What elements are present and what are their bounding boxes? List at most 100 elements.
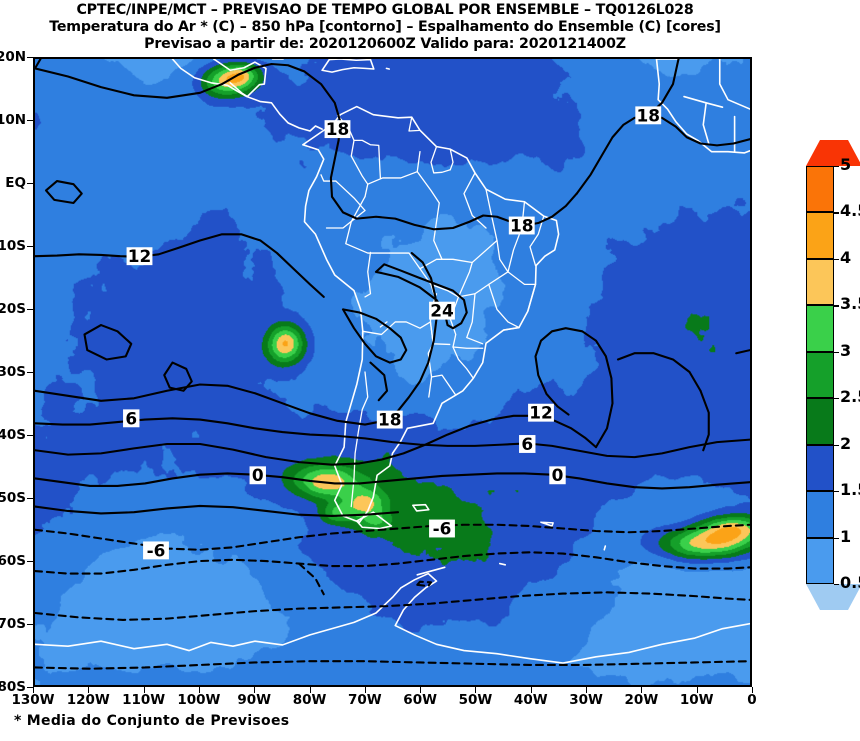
x-axis-label: 0 <box>747 692 757 708</box>
colorbar-band[interactable] <box>806 491 834 538</box>
x-tick-mark <box>33 687 34 693</box>
y-tick-mark <box>27 120 33 121</box>
colorbar-band[interactable] <box>806 444 834 492</box>
y-tick-mark <box>27 435 33 436</box>
y-axis-label: 70S <box>0 616 26 632</box>
contour-label: 0 <box>252 465 264 485</box>
colorbar-tick-label: 3 <box>840 340 852 360</box>
colorbar-band[interactable] <box>806 305 834 352</box>
x-tick-mark <box>364 687 366 693</box>
y-axis-label: 60S <box>0 553 26 569</box>
footer-note: * Media do Conjunto de Previsoes <box>14 713 290 729</box>
contour-label: 6 <box>521 434 533 454</box>
contour-label-background <box>508 216 535 235</box>
contour-label-background <box>635 106 662 125</box>
x-axis-label: 70W <box>348 692 382 708</box>
x-tick-mark <box>530 687 532 693</box>
x-tick-mark <box>309 687 311 693</box>
colorbar-over-range-arrow <box>806 140 860 166</box>
colorbar-tick-label: 2 <box>840 433 852 453</box>
x-axis-label: 40W <box>513 692 548 708</box>
x-axis-label: 80W <box>292 692 327 708</box>
coastlines-layer <box>35 59 750 664</box>
colorbar-band[interactable] <box>806 351 834 399</box>
colorbar-tick-mark <box>834 398 839 400</box>
x-axis-label: 90W <box>237 692 272 708</box>
title-line-3: Previsao a partir de: 2020120600Z Valido… <box>144 35 626 52</box>
contour-label-background <box>376 410 403 429</box>
y-tick-mark <box>27 372 33 373</box>
x-tick-mark <box>254 687 256 693</box>
map-plot-area[interactable]: 18 18 18 24 12 12 18 6 6 0 0 -6 -6 <box>33 57 752 687</box>
colorbar-tick-label: 4.5 <box>840 201 860 221</box>
contour-label: 6 <box>125 408 137 428</box>
colorbar-tick-label: 2.5 <box>840 387 860 407</box>
contour-label-background <box>519 435 536 453</box>
contour-label-background <box>123 409 140 428</box>
x-tick-mark <box>143 687 145 693</box>
y-tick-mark <box>27 309 33 310</box>
contour-label: -6 <box>147 540 166 560</box>
x-tick-mark <box>88 687 90 693</box>
colorbar-tick-label: 4 <box>840 247 852 267</box>
colorbar-tick-mark <box>834 351 839 353</box>
colorbar-tick-label: 1.5 <box>840 480 860 500</box>
x-axis-label: 50W <box>458 692 493 708</box>
x-tick-mark <box>198 687 200 693</box>
y-axis-label: 40S <box>0 427 26 443</box>
x-tick-mark <box>586 687 588 693</box>
contour-label: -6 <box>433 518 452 538</box>
colorbar-band[interactable] <box>806 212 834 259</box>
y-axis-label: 30S <box>0 364 26 380</box>
contour-label: 18 <box>326 119 349 139</box>
y-axis-label: 20N <box>0 49 27 65</box>
ensemble-spread-shading <box>35 59 750 685</box>
x-axis-label: 130W <box>11 692 55 708</box>
title-line-1: CPTEC/INPE/MCT – PREVISAO DE TEMPO GLOBA… <box>76 2 694 18</box>
colorbar-tick-label: 0.5 <box>840 573 860 592</box>
x-axis-label: 60W <box>403 692 437 708</box>
contour-label-background <box>324 120 351 139</box>
x-tick-mark <box>641 687 643 693</box>
x-tick-mark <box>475 687 477 693</box>
contour-label: 12 <box>529 403 552 423</box>
colorbar-tick-label: 1 <box>840 526 852 546</box>
y-axis-label: 80S <box>0 679 26 695</box>
y-tick-mark <box>27 57 33 58</box>
contour-label: 18 <box>378 410 401 430</box>
x-axis-label: 100W <box>177 692 221 708</box>
x-axis-label: 120W <box>66 692 110 708</box>
colorbar-band[interactable] <box>806 398 834 445</box>
colorbar-tick-label: 5 <box>840 155 852 174</box>
title-line-2: Temperatura do Ar * (C) – 850 hPa [conto… <box>49 18 721 35</box>
y-axis-label: 10S <box>0 238 26 254</box>
contour-label: 18 <box>510 215 533 235</box>
colorbar-tick-mark <box>834 491 839 493</box>
x-axis-label: 10W <box>679 692 714 708</box>
y-tick-mark <box>27 246 33 247</box>
y-tick-mark <box>27 561 33 562</box>
colorbar-band[interactable] <box>806 537 834 584</box>
contour-label-background <box>528 403 554 422</box>
x-axis-label: 110W <box>122 692 166 708</box>
contour-label: 18 <box>637 105 660 125</box>
y-axis-label: EQ <box>5 175 26 191</box>
colorbar-tick-label: 3.5 <box>840 294 860 314</box>
colorbar-tick-mark <box>834 166 839 168</box>
colorbar-band[interactable] <box>806 166 834 213</box>
colorbar-tick-mark <box>834 444 839 446</box>
colorbar[interactable]: 5 4.5 4 3.5 3 2.5 2 1.5 1 0.5 <box>806 140 860 610</box>
colorbar-band[interactable] <box>806 258 834 306</box>
x-tick-mark <box>420 687 422 693</box>
temperature-contours-layer <box>35 59 750 670</box>
x-axis-label: 20W <box>624 692 659 708</box>
colorbar-under-range-arrow <box>806 584 860 610</box>
y-tick-mark <box>27 624 33 625</box>
contour-label: 0 <box>552 465 564 485</box>
colorbar-tick-mark <box>834 537 839 539</box>
contour-label-background <box>429 519 455 538</box>
colorbar-tick-mark <box>834 212 839 214</box>
colorbar-tick-mark <box>834 305 839 307</box>
